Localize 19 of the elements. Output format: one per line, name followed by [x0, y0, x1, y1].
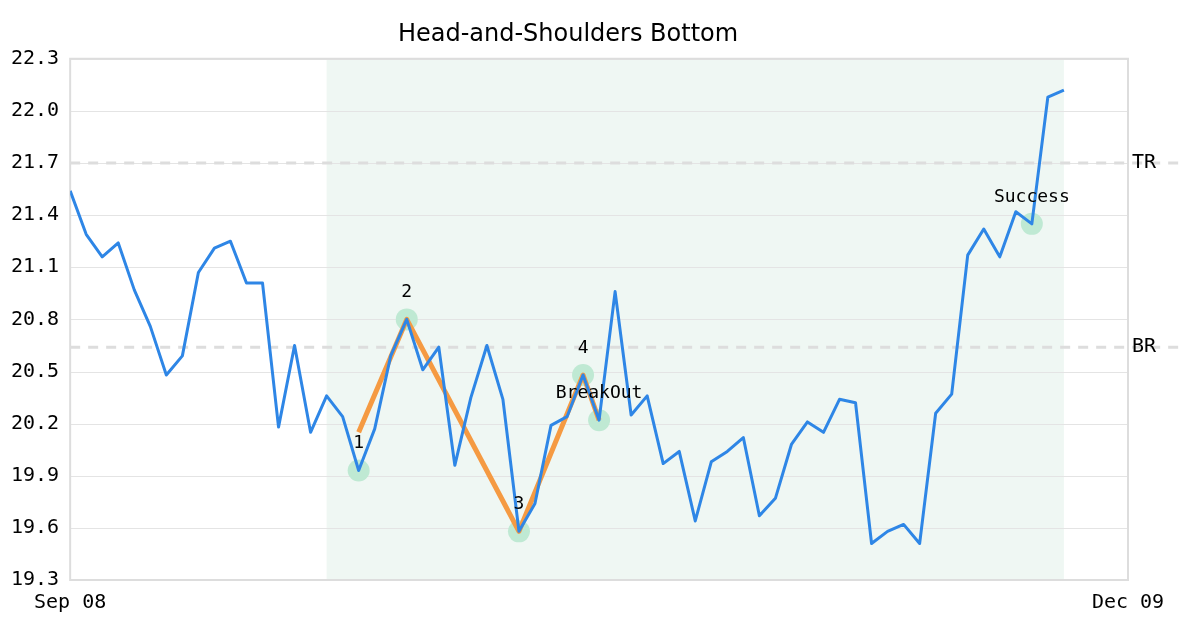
- y-tick-label: 19.3: [10, 566, 60, 591]
- y-tick-label: 21.1: [10, 253, 60, 278]
- y-tick-label: 20.2: [10, 409, 60, 434]
- chart-title: Head-and-Shoulders Bottom: [397, 18, 739, 47]
- ref-line-label: TR: [1132, 149, 1158, 174]
- x-tick-label: Dec 09: [1091, 589, 1165, 614]
- annotation: 1: [353, 431, 365, 453]
- y-tick-label: 22.3: [10, 45, 60, 69]
- y-tick-label: 21.4: [10, 201, 60, 226]
- y-tick-label: 19.9: [10, 461, 60, 486]
- x-tick-label: Sep 08: [34, 589, 107, 614]
- y-tick-label: 20.8: [10, 305, 60, 330]
- y-tick-label: 22.0: [10, 97, 60, 122]
- annotation: 4: [577, 335, 589, 357]
- ref-line-label: BR: [1132, 333, 1158, 358]
- y-tick-label: 19.6: [10, 514, 60, 539]
- y-tick-label: 21.7: [10, 149, 60, 174]
- annotation: 2: [401, 280, 413, 302]
- y-tick-label: 20.5: [10, 357, 60, 382]
